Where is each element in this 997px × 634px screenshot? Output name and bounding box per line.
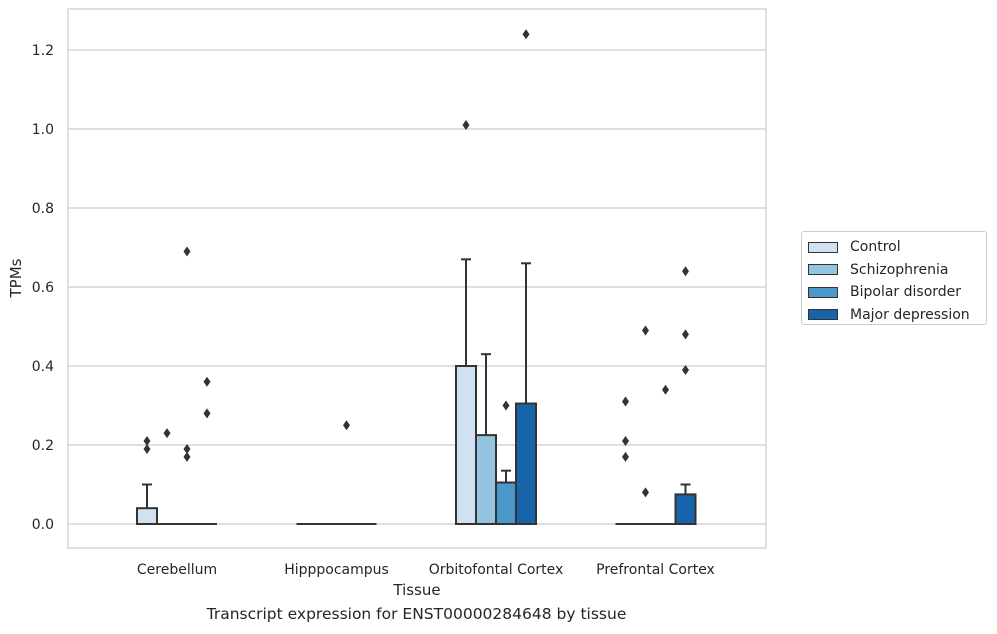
box-rect (136, 507, 158, 526)
outlier-point (143, 436, 151, 447)
box-rect (495, 481, 517, 525)
y-tick-label: 0.2 (32, 438, 54, 454)
outlier-point (622, 436, 629, 447)
outlier-point (183, 443, 191, 454)
outlier-point (642, 325, 649, 336)
legend: Control Schizophrenia Bipolar disorder Majo… (801, 231, 987, 325)
y-tick-label: 1.0 (32, 122, 54, 138)
outlier-point (682, 364, 689, 375)
y-tick-label: 0.8 (32, 201, 54, 217)
x-tick-labels: Cerebellum Hipppocampus Orbitofontal Corte… (137, 562, 715, 578)
legend-swatch (808, 241, 838, 253)
legend-label: Schizophrenia (850, 261, 949, 278)
outlier-point (183, 451, 191, 462)
box-control (136, 483, 158, 526)
box-major-depression (515, 262, 537, 525)
x-axis-title: Tissue (392, 581, 440, 599)
y-tick-label: 1.2 (32, 43, 54, 59)
legend-item: Bipolar disorder (808, 281, 980, 304)
box-major-depression (674, 483, 697, 525)
x-tick-label: Orbitofontal Cortex (429, 562, 564, 578)
legend-label: Control (850, 239, 901, 256)
legend-swatch (808, 264, 838, 276)
outlier-point (203, 408, 211, 419)
box-rect (475, 434, 497, 525)
outlier-point (343, 420, 350, 431)
outlier-point (642, 487, 649, 498)
box-schizophrenia (475, 353, 497, 525)
outlier-point (622, 451, 629, 462)
y-tick-label: 0.4 (32, 359, 54, 375)
outlier-point (502, 400, 510, 411)
y-tick-labels: 0.0 0.2 0.4 0.6 0.8 1.0 1.2 (32, 43, 54, 533)
outlier-point (662, 384, 669, 395)
outlier-point (682, 266, 689, 277)
outlier-point (183, 246, 191, 257)
boxes (136, 258, 697, 526)
legend-label: Major depression (850, 306, 970, 323)
outlier-point (163, 428, 171, 439)
y-axis-title: TPMs (7, 258, 25, 298)
outlier-point (203, 376, 211, 387)
outlier-point (462, 120, 470, 131)
figure-caption: Transcript expression for ENST0000028464… (206, 605, 627, 623)
y-tick-label: 0.6 (32, 280, 54, 296)
x-tick-label: Prefrontal Cortex (596, 562, 715, 578)
outlier-point (143, 443, 151, 454)
outlier-point (622, 396, 629, 407)
legend-label: Bipolar disorder (850, 284, 962, 301)
plot-frame (67, 8, 767, 549)
legend-swatch (808, 309, 838, 321)
outlier-point (682, 329, 689, 340)
box-control (455, 258, 477, 525)
legend-item: Control (808, 236, 980, 259)
box-rect (455, 365, 477, 525)
legend-swatch (808, 286, 838, 298)
grid-lines (68, 49, 766, 525)
box-rect (515, 402, 537, 525)
legend-item: Schizophrenia (808, 259, 980, 282)
legend-item: Major depression (808, 304, 980, 327)
x-tick-label: Hipppocampus (284, 562, 389, 578)
box-rect (674, 493, 697, 525)
x-tick-label: Cerebellum (137, 562, 217, 578)
outliers (143, 29, 689, 498)
outlier-point (522, 29, 530, 40)
box-bipolar-disorder (495, 469, 517, 525)
y-tick-label: 0.0 (32, 517, 54, 533)
